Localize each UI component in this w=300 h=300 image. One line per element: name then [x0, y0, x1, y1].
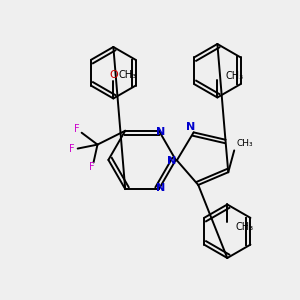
- Text: F: F: [74, 124, 80, 134]
- Text: N: N: [167, 156, 176, 166]
- Text: O: O: [109, 70, 118, 80]
- Text: CH₃: CH₃: [236, 139, 253, 148]
- Text: CH₃: CH₃: [225, 71, 243, 81]
- Text: N: N: [156, 127, 166, 137]
- Text: CH₃: CH₃: [118, 70, 136, 80]
- Text: CH₃: CH₃: [235, 222, 253, 232]
- Text: N: N: [156, 183, 166, 193]
- Text: F: F: [89, 162, 94, 172]
- Text: N: N: [186, 122, 195, 132]
- Text: F: F: [69, 144, 74, 154]
